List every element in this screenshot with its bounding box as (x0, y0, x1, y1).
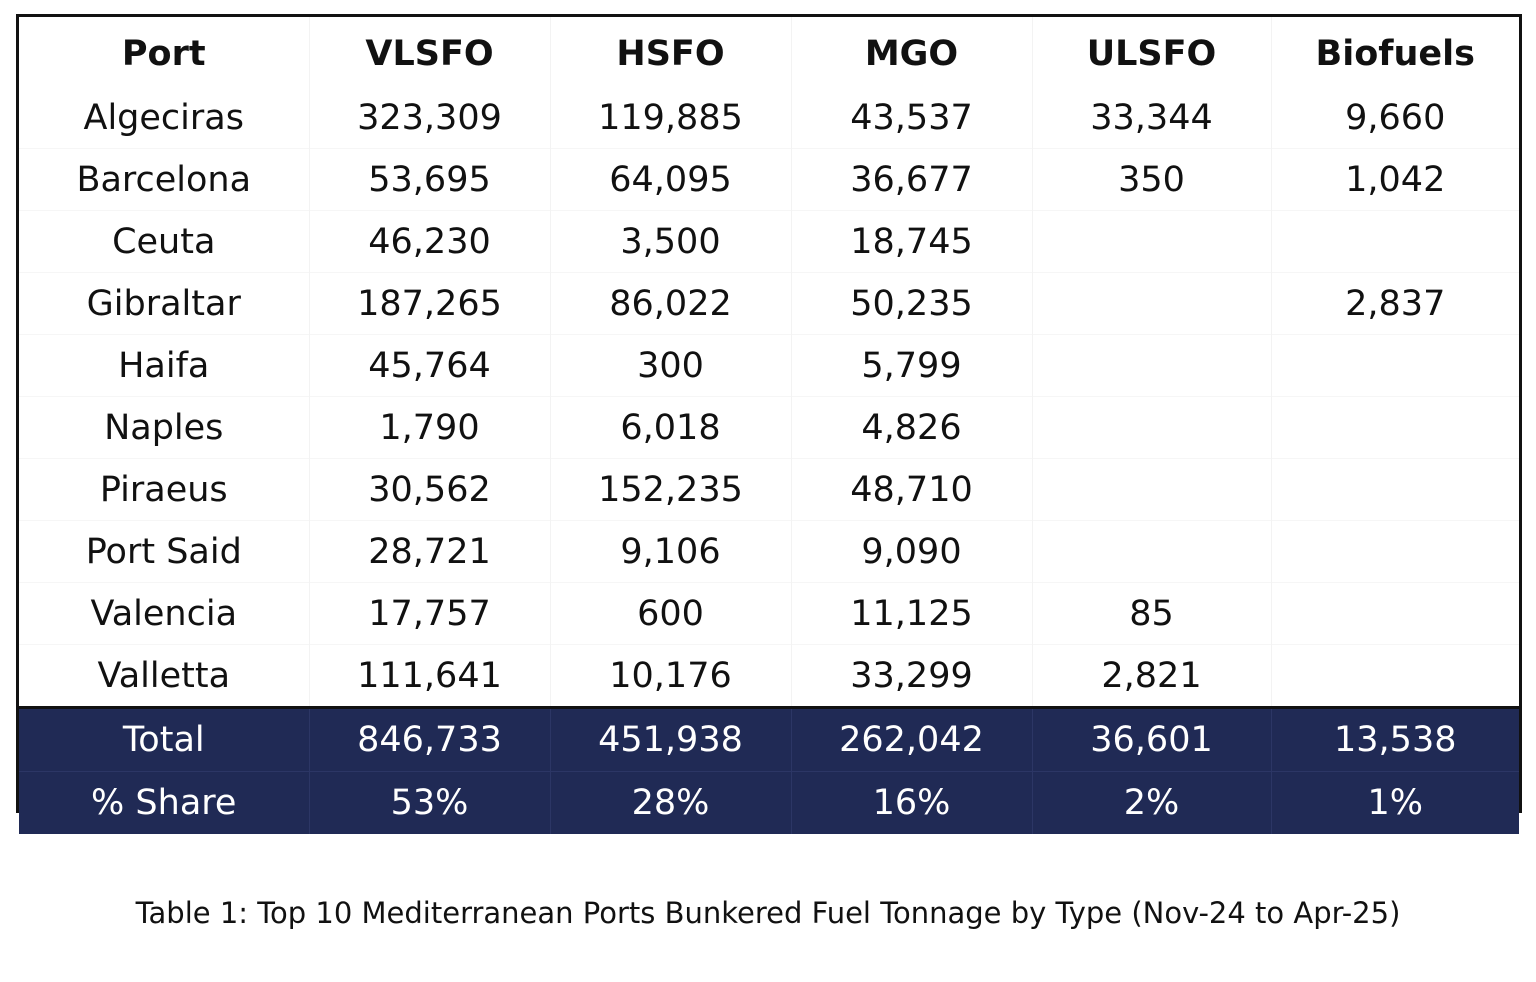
port-cell: Valletta (19, 644, 309, 708)
hsfo-cell: 119,885 (549, 87, 791, 149)
port-cell: Ceuta (19, 210, 309, 273)
hsfo-cell: 152,235 (549, 458, 791, 521)
mgo-cell: 50,235 (790, 272, 1032, 335)
share-mgo: 16% (790, 771, 1032, 834)
ulsfo-cell (1031, 520, 1271, 583)
port-cell: Algeciras (83, 97, 244, 138)
ulsfo-cell: 2,821 (1031, 644, 1271, 708)
header-mgo: MGO (790, 17, 1032, 87)
vlsfo-cell: 323,309 (308, 87, 550, 149)
fuel-tonnage-table-frame: Port VLSFO HSFO MGO ULSFO Biofuels Algec… (16, 14, 1522, 834)
table-caption: Table 1: Top 10 Mediterranean Ports Bunk… (135, 896, 1401, 930)
hsfo-cell: 9,106 (549, 520, 791, 583)
port-cell: Naples (19, 396, 309, 459)
hsfo-cell: 10,176 (549, 644, 791, 708)
total-row: Total 846,733 451,938 262,042 36,601 13,… (19, 706, 1519, 772)
table-row: Valletta 111,641 10,176 33,299 2,821 (19, 644, 1519, 708)
biofuels-cell: 1,042 (1270, 148, 1519, 211)
port-cell: Piraeus (19, 458, 309, 521)
vlsfo-cell: 45,764 (308, 334, 550, 397)
total-hsfo: 451,938 (549, 706, 791, 772)
table-row: Piraeus 30,562 152,235 48,710 (19, 458, 1519, 521)
total-label: Total (19, 706, 309, 772)
mgo-cell: 48,710 (790, 458, 1032, 521)
mgo-cell: 36,677 (790, 148, 1032, 211)
table-row: Haifa 45,764 300 5,799 (19, 334, 1519, 397)
header-ulsfo: ULSFO (1031, 17, 1271, 87)
ulsfo-cell: 85 (1031, 582, 1271, 645)
table-row: Barcelona 53,695 64,095 36,677 350 1,042 (19, 148, 1519, 211)
mgo-cell: 9,090 (790, 520, 1032, 583)
ulsfo-cell (1031, 334, 1271, 397)
header-hsfo: HSFO (549, 17, 791, 87)
biofuels-cell (1270, 582, 1519, 645)
biofuels-cell (1270, 210, 1519, 273)
ulsfo-cell (1031, 396, 1271, 459)
table-header-row: Port VLSFO HSFO MGO ULSFO Biofuels (19, 17, 1519, 87)
header-biofuels: Biofuels (1270, 17, 1519, 87)
ulsfo-cell (1031, 458, 1271, 521)
port-cell: Gibraltar (19, 272, 309, 335)
mgo-cell: 33,299 (790, 644, 1032, 708)
port-cell: Port Said (19, 520, 309, 583)
biofuels-cell (1270, 520, 1519, 583)
vlsfo-cell: 46,230 (308, 210, 550, 273)
mgo-cell: 4,826 (790, 396, 1032, 459)
vlsfo-cell: 17,757 (308, 582, 550, 645)
mgo-cell: 18,745 (790, 210, 1032, 273)
total-biofuels: 13,538 (1270, 706, 1519, 772)
total-vlsfo: 846,733 (308, 706, 550, 772)
vlsfo-cell: 28,721 (308, 520, 550, 583)
mgo-cell: 43,537 (790, 87, 1032, 149)
fuel-tonnage-table: Port VLSFO HSFO MGO ULSFO Biofuels Algec… (19, 17, 1519, 834)
hsfo-cell: 6,018 (549, 396, 791, 459)
port-cell: Valencia (19, 582, 309, 645)
ulsfo-cell: 33,344 (1031, 87, 1271, 149)
biofuels-cell (1270, 458, 1519, 521)
hsfo-cell: 86,022 (549, 272, 791, 335)
vlsfo-cell: 111,641 (308, 644, 550, 708)
ulsfo-cell: 350 (1031, 148, 1271, 211)
biofuels-cell: 2,837 (1270, 272, 1519, 335)
share-row: % Share 53% 28% 16% 2% 1% (19, 771, 1519, 834)
hsfo-cell: 300 (549, 334, 791, 397)
mgo-cell: 5,799 (790, 334, 1032, 397)
total-ulsfo: 36,601 (1031, 706, 1271, 772)
biofuels-cell (1270, 644, 1519, 708)
share-vlsfo: 53% (308, 771, 550, 834)
table-row: Gibraltar 187,265 86,022 50,235 2,837 (19, 272, 1519, 335)
share-ulsfo: 2% (1031, 771, 1271, 834)
table-row: Naples 1,790 6,018 4,826 (19, 396, 1519, 459)
header-vlsfo: VLSFO (308, 17, 550, 87)
header-port: Port (121, 34, 206, 74)
hsfo-cell: 600 (549, 582, 791, 645)
port-cell: Barcelona (19, 148, 309, 211)
share-hsfo: 28% (549, 771, 791, 834)
table-row: Port Said 28,721 9,106 9,090 (19, 520, 1519, 583)
table-row: Valencia 17,757 600 11,125 85 (19, 582, 1519, 645)
table-row: Ceuta 46,230 3,500 18,745 (19, 210, 1519, 273)
table-row: Algeciras 323,309 119,885 43,537 33,344 … (19, 87, 1519, 149)
vlsfo-cell: 187,265 (308, 272, 550, 335)
mgo-cell: 11,125 (790, 582, 1032, 645)
port-cell: Haifa (19, 334, 309, 397)
hsfo-cell: 64,095 (549, 148, 791, 211)
vlsfo-cell: 1,790 (308, 396, 550, 459)
share-label: % Share (19, 771, 309, 834)
share-biofuels: 1% (1270, 771, 1519, 834)
ulsfo-cell (1031, 272, 1271, 335)
biofuels-cell: 9,660 (1270, 87, 1519, 149)
biofuels-cell (1270, 334, 1519, 397)
total-mgo: 262,042 (790, 706, 1032, 772)
vlsfo-cell: 30,562 (308, 458, 550, 521)
vlsfo-cell: 53,695 (308, 148, 550, 211)
biofuels-cell (1270, 396, 1519, 459)
hsfo-cell: 3,500 (549, 210, 791, 273)
ulsfo-cell (1031, 210, 1271, 273)
